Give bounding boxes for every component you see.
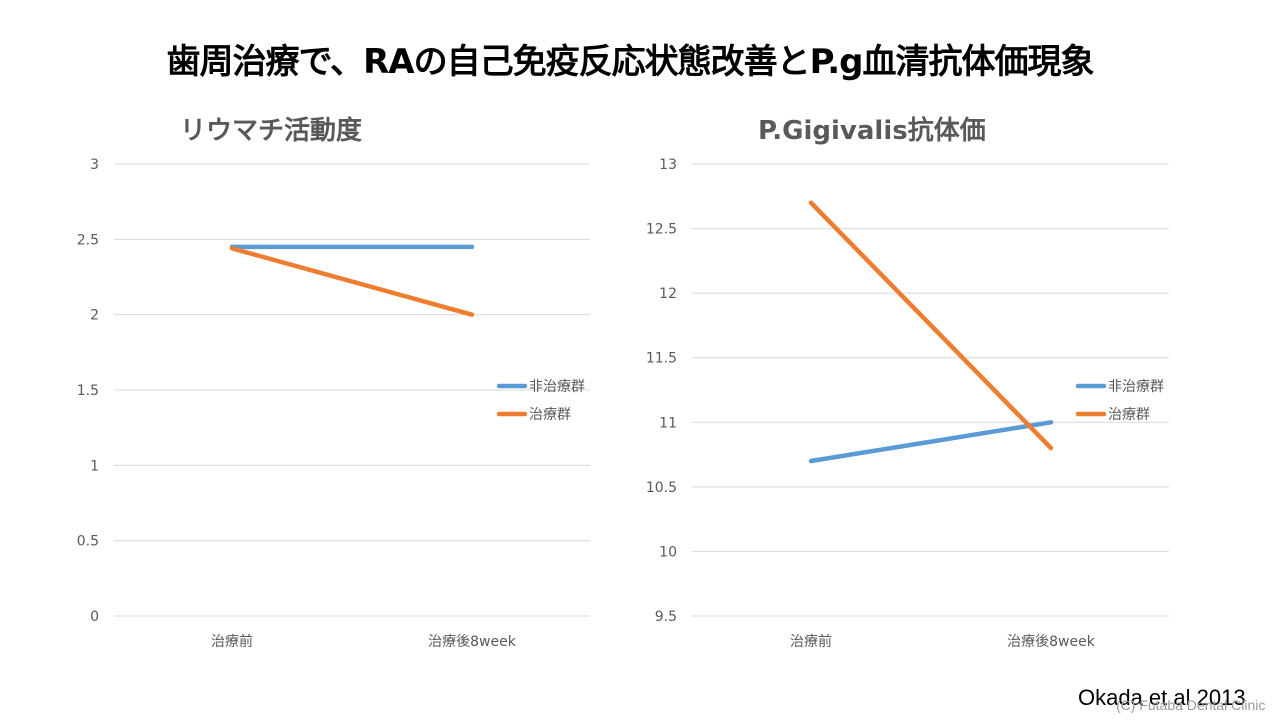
legend-label: 非治療群	[529, 378, 585, 395]
y-tick-label: 0.5	[77, 534, 99, 550]
y-tick-label: 11.5	[646, 351, 677, 367]
x-tick-label: 治療前	[211, 633, 253, 650]
y-tick-label: 13	[659, 157, 677, 173]
x-tick-label: 治療後8week	[1007, 633, 1096, 650]
y-tick-label: 2	[90, 308, 99, 324]
x-tick-label: 治療前	[790, 633, 832, 650]
chart-title-pg-antibody: P.Gigivalis抗体価	[758, 116, 986, 146]
citation-text: Okada et al 2013	[1078, 685, 1246, 710]
series-line-treatment	[229, 246, 475, 317]
x-tick-label: 治療後8week	[428, 633, 517, 650]
legend-label: 非治療群	[1108, 378, 1164, 395]
y-tick-label: 9.5	[655, 609, 677, 625]
series-line-treatment	[808, 200, 1054, 451]
y-tick-label: 11	[659, 415, 677, 431]
chart-title-rheumatism-activity: リウマチ活動度	[180, 116, 363, 146]
y-tick-label: 3	[90, 157, 99, 173]
legend-label: 治療群	[529, 406, 571, 423]
y-tick-label: 12.5	[646, 222, 677, 238]
y-tick-label: 1	[90, 458, 99, 474]
y-tick-label: 10.5	[646, 480, 677, 496]
slide-title: 歯周治療で、RAの自己免疫反応状態改善とP.g血清抗体価現象	[166, 42, 1094, 82]
y-tick-label: 0	[90, 609, 99, 625]
y-tick-label: 12	[659, 286, 677, 302]
y-tick-label: 1.5	[77, 383, 99, 399]
legend-label: 治療群	[1108, 406, 1150, 423]
series-line-non-treatment	[808, 420, 1054, 464]
y-tick-label: 2.5	[77, 232, 99, 248]
watermark-text: (C) Futaba Dental Clinic	[1116, 697, 1266, 713]
y-tick-label: 10	[659, 544, 677, 560]
